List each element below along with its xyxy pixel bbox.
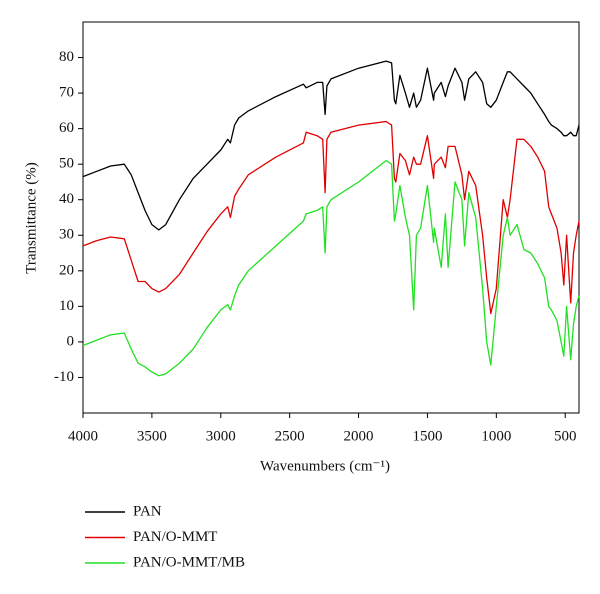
y-tick-label: 20 (59, 262, 74, 278)
plot-frame (82, 21, 580, 414)
y-tick-label: 0 (67, 333, 75, 349)
y-tick-label: 70 (59, 85, 74, 101)
x-axis-label: Wavenumbers (cm⁻¹) (260, 458, 390, 474)
data-line (82, 120, 580, 315)
legend-label: PAN (133, 503, 162, 519)
y-tick-label: 10 (59, 298, 74, 314)
x-tick-label: 1000 (481, 428, 511, 444)
x-tick-label: 500 (554, 428, 577, 444)
x-tick-label: 2000 (344, 428, 374, 444)
y-tick-label: 40 (59, 191, 74, 207)
y-tick-label: -10 (54, 369, 74, 385)
x-tick-label: 2500 (275, 428, 305, 444)
data-line (82, 159, 580, 377)
x-tick-label: 4000 (68, 428, 98, 444)
data-line (82, 60, 580, 231)
y-tick-label: 60 (59, 120, 74, 136)
x-tick-label: 3500 (137, 428, 167, 444)
x-tick-label: 1500 (412, 428, 442, 444)
x-tick-label: 3000 (206, 428, 236, 444)
y-tick-label: 80 (59, 49, 74, 65)
y-tick-label: 50 (59, 156, 74, 172)
y-axis-label: Transmittance (%) (23, 162, 39, 274)
legend-label: PAN/O-MMT/MB (133, 554, 245, 570)
legend-label: PAN/O-MMT (133, 529, 217, 545)
y-tick-label: 30 (59, 227, 74, 243)
